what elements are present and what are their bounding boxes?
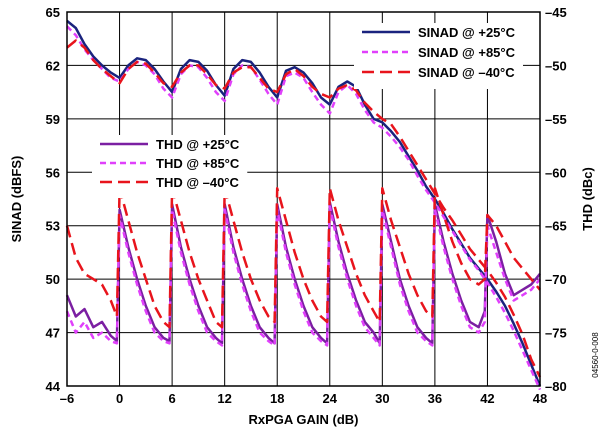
legend-sinad: SINAD @ +25°C SINAD @ +85°C SINAD @ –40°C (354, 23, 523, 89)
x-tick-label: 42 (480, 391, 494, 406)
y-right-tick-label: –50 (545, 58, 567, 73)
plot-frame (66, 11, 541, 387)
x-tick-label: 0 (116, 391, 123, 406)
series-layer (65, 19, 542, 391)
y-axis-right-title: THD (dBc) (580, 167, 595, 231)
y-left-tick-label: 50 (46, 272, 60, 287)
legend-background (92, 135, 248, 198)
legend-label: THD @ –40°C (156, 175, 240, 190)
y-axis-left-title: SINAD (dBFS) (9, 156, 24, 243)
series-line (66, 25, 542, 391)
y-right-tick-label: –45 (545, 5, 567, 20)
y-left-tick-label: 65 (46, 5, 60, 20)
x-axis-title: RxPGA GAIN (dB) (248, 412, 358, 427)
x-tick-label: 6 (168, 391, 175, 406)
legend-background (354, 23, 523, 89)
x-tick-label: 30 (375, 391, 389, 406)
x-tick-label: 12 (217, 391, 231, 406)
y-left-tick-label: 62 (46, 58, 60, 73)
series-line (65, 187, 541, 329)
figure-id: 04560-0-008 (591, 332, 600, 378)
x-tick-label: 24 (323, 391, 338, 406)
y-left-tick-label: 59 (46, 112, 60, 127)
y-right-tick-label: –55 (545, 112, 567, 127)
y-right-tick-label: –65 (545, 219, 567, 234)
ticks-layer: –6 0 6 12 18 24 30 36 42 484447505356596265–80–75… (46, 5, 567, 406)
legend-label: SINAD @ +25°C (418, 25, 516, 40)
legend-label: SINAD @ +85°C (418, 45, 516, 60)
x-tick-label: 36 (428, 391, 442, 406)
y-left-tick-label: 44 (46, 379, 61, 394)
y-right-tick-label: –75 (545, 326, 567, 341)
legend-thd: THD @ +25°C THD @ +85°C THD @ –40°C (92, 135, 248, 198)
series-line (65, 205, 541, 347)
y-right-tick-label: –60 (545, 165, 567, 180)
series-line (65, 200, 541, 345)
series-line (66, 39, 542, 378)
x-tick-label: 18 (270, 391, 284, 406)
y-right-tick-label: –80 (545, 379, 567, 394)
legend-label: SINAD @ –40°C (418, 65, 515, 80)
legend-label: THD @ +25°C (156, 137, 240, 152)
y-left-tick-label: 53 (46, 219, 60, 234)
y-right-tick-label: –70 (545, 272, 567, 287)
x-tick-label: –6 (60, 391, 74, 406)
x-tick-label: 48 (533, 391, 547, 406)
legend-label: THD @ +85°C (156, 156, 240, 171)
y-left-tick-label: 47 (46, 326, 60, 341)
y-left-tick-label: 56 (46, 165, 60, 180)
